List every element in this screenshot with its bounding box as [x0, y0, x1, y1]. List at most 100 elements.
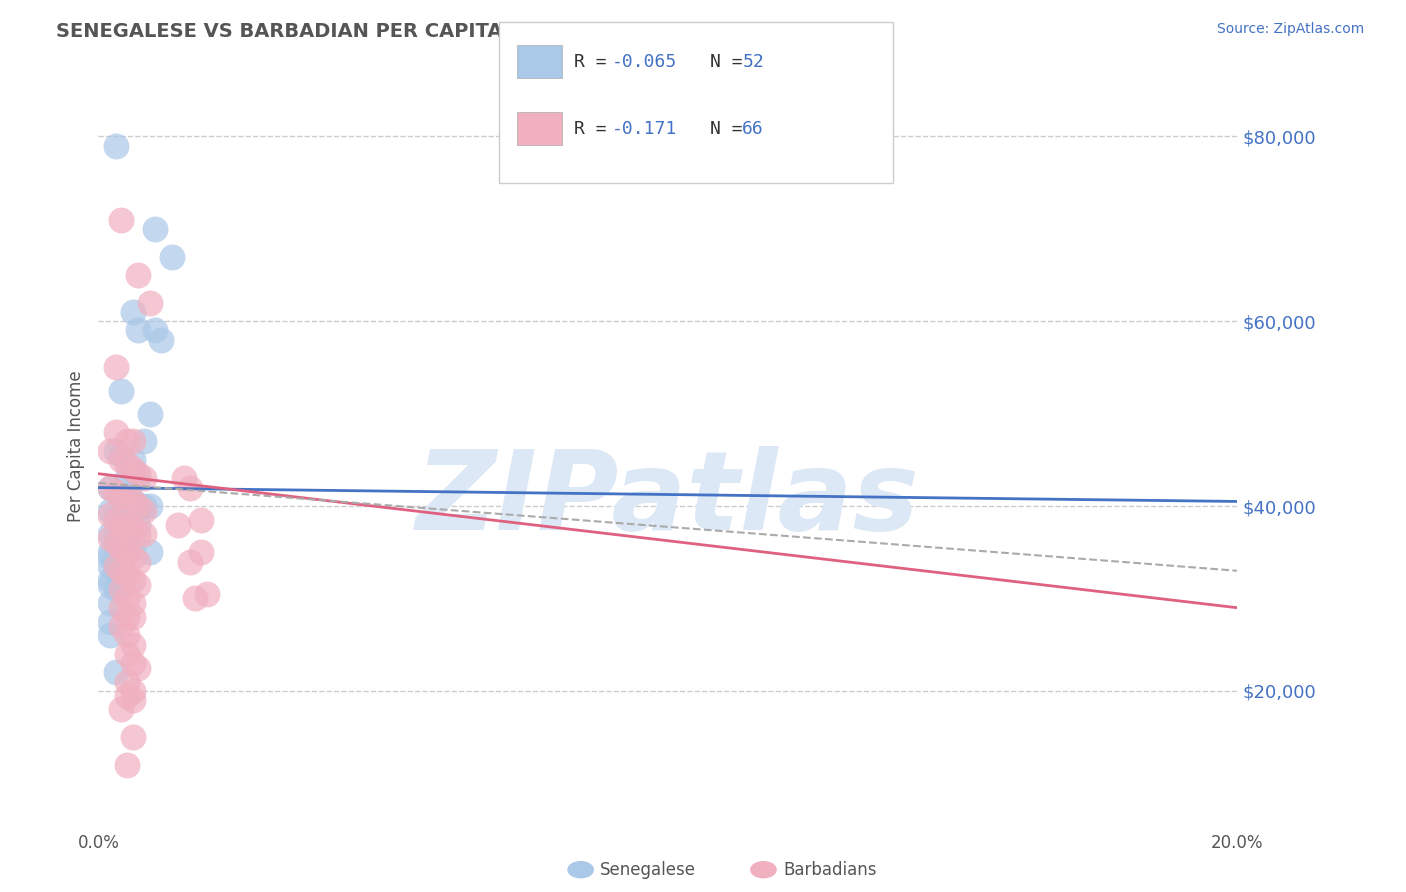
- Point: [115, 689, 138, 703]
- Point: [127, 467, 149, 481]
- Point: [121, 656, 143, 670]
- Point: [104, 443, 127, 458]
- Text: Source: ZipAtlas.com: Source: ZipAtlas.com: [1216, 22, 1364, 37]
- Point: [110, 453, 132, 467]
- Point: [110, 582, 132, 597]
- Text: SENEGALESE VS BARBADIAN PER CAPITA INCOME CORRELATION CHART: SENEGALESE VS BARBADIAN PER CAPITA INCOM…: [56, 22, 837, 41]
- Point: [104, 526, 127, 541]
- Point: [127, 499, 149, 513]
- Point: [110, 448, 132, 462]
- Text: 66: 66: [742, 120, 763, 138]
- Point: [104, 582, 127, 597]
- Point: [115, 674, 138, 689]
- Point: [115, 490, 138, 504]
- Point: [115, 647, 138, 661]
- Point: [150, 333, 173, 347]
- Point: [115, 628, 138, 642]
- Text: -0.065: -0.065: [612, 54, 676, 71]
- Point: [121, 684, 143, 698]
- Point: [104, 485, 127, 500]
- Point: [138, 499, 160, 513]
- Point: [98, 443, 121, 458]
- Point: [121, 434, 143, 449]
- Point: [115, 490, 138, 504]
- Point: [167, 517, 190, 532]
- Point: [121, 573, 143, 587]
- Point: [127, 555, 149, 569]
- Point: [104, 559, 127, 574]
- Point: [132, 526, 155, 541]
- Point: [115, 757, 138, 772]
- Point: [121, 541, 143, 555]
- Point: [98, 628, 121, 642]
- Point: [121, 462, 143, 476]
- Point: [110, 384, 132, 398]
- Point: [110, 568, 132, 582]
- Point: [110, 619, 132, 633]
- Text: 52: 52: [742, 54, 763, 71]
- Point: [104, 555, 127, 569]
- Point: [110, 212, 132, 227]
- Point: [127, 577, 149, 591]
- Point: [132, 499, 155, 513]
- Point: [110, 490, 132, 504]
- Point: [98, 481, 121, 495]
- Point: [104, 665, 127, 680]
- Point: [132, 471, 155, 485]
- Point: [98, 549, 121, 564]
- Point: [104, 513, 127, 527]
- Point: [195, 587, 218, 601]
- Point: [104, 485, 127, 500]
- Point: [104, 564, 127, 578]
- Point: [110, 541, 132, 555]
- Point: [98, 504, 121, 518]
- Point: [110, 555, 132, 569]
- Point: [115, 591, 138, 606]
- Text: N =: N =: [710, 54, 754, 71]
- Text: N =: N =: [710, 120, 754, 138]
- Point: [121, 730, 143, 744]
- Point: [121, 467, 143, 481]
- Point: [127, 526, 149, 541]
- Point: [110, 600, 132, 615]
- Point: [110, 513, 132, 527]
- Point: [115, 458, 138, 472]
- Point: [127, 268, 149, 282]
- Point: [127, 517, 149, 532]
- Point: [121, 517, 143, 532]
- Point: [104, 536, 127, 550]
- Point: [98, 615, 121, 629]
- Point: [98, 596, 121, 610]
- Point: [110, 564, 132, 578]
- Point: [98, 559, 121, 574]
- Point: [104, 425, 127, 439]
- Point: [184, 591, 207, 606]
- Point: [104, 360, 127, 375]
- Point: [127, 323, 149, 337]
- Point: [127, 471, 149, 485]
- Point: [190, 545, 212, 559]
- Point: [121, 453, 143, 467]
- Point: [121, 596, 143, 610]
- Point: [98, 577, 121, 591]
- Point: [121, 494, 143, 508]
- Point: [98, 532, 121, 546]
- Point: [132, 504, 155, 518]
- Point: [162, 250, 184, 264]
- Point: [115, 513, 138, 527]
- Point: [121, 305, 143, 319]
- Point: [145, 222, 167, 236]
- Point: [98, 573, 121, 587]
- Point: [190, 513, 212, 527]
- Text: R =: R =: [574, 120, 628, 138]
- Point: [121, 549, 143, 564]
- Text: R =: R =: [574, 54, 617, 71]
- Point: [121, 610, 143, 624]
- Point: [115, 471, 138, 485]
- Point: [127, 499, 149, 513]
- Point: [110, 517, 132, 532]
- Text: Barbadians: Barbadians: [783, 861, 877, 879]
- Point: [110, 532, 132, 546]
- Point: [115, 517, 138, 532]
- Point: [121, 693, 143, 707]
